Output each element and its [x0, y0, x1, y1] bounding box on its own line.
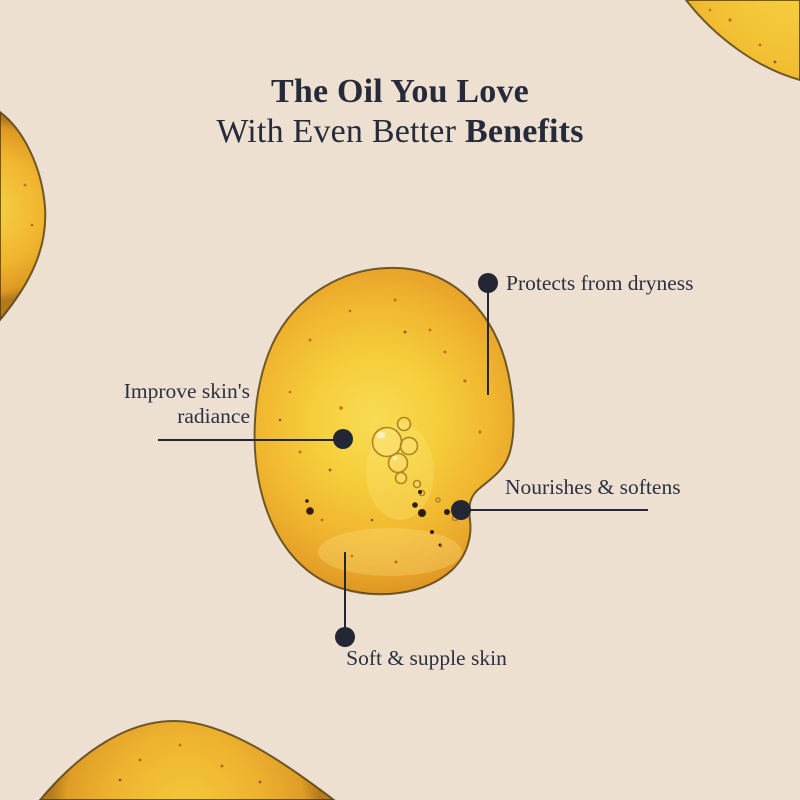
callout-dot-protects: [478, 273, 498, 293]
callout-label-improve-line2: radiance: [177, 404, 250, 428]
callout-label-nourishes: Nourishes & softens: [505, 475, 681, 499]
callout-line-nourishes: [461, 509, 648, 511]
oil-bubble-highlights: [376, 431, 398, 460]
callout-dot-soft: [335, 627, 355, 647]
callout-dot-improve: [333, 429, 353, 449]
oil-speckles: [23, 8, 777, 784]
callout-label-improve-line1: Improve skin's: [123, 379, 250, 403]
oil-drop-left-edge: [0, 110, 47, 322]
callout-label-improve: Improve skin's radiance: [90, 379, 250, 429]
callout-line-improve: [158, 439, 344, 441]
callout-label-protects: Protects from dryness: [506, 271, 694, 295]
oil-drop-top-right: [684, 0, 800, 82]
callout-label-soft: Soft & supple skin: [346, 646, 507, 670]
headline-line2: With Even Better Benefits: [0, 112, 800, 152]
headline-line1: The Oil You Love: [271, 73, 529, 110]
callout-line-soft: [344, 552, 346, 629]
callout-line-protects: [487, 292, 489, 395]
headline-line2-bold: Benefits: [464, 113, 584, 150]
oil-drop-bottom: [38, 719, 336, 800]
oil-sediment-dots: [305, 490, 450, 547]
headline: The Oil You Love With Even Better Benefit…: [0, 72, 800, 152]
headline-line2-regular: With Even Better: [216, 113, 457, 150]
